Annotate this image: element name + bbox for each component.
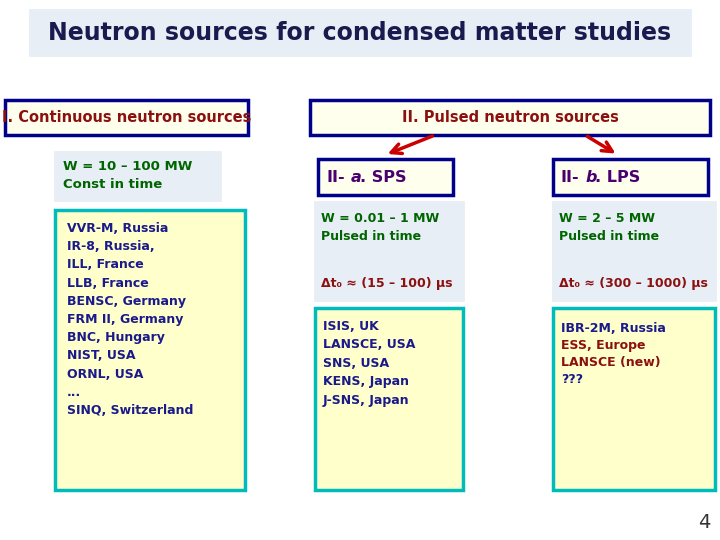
Text: VVR-M, Russia
IR-8, Russia,
ILL, France
LLB, France
BENSC, Germany
FRM II, Germa: VVR-M, Russia IR-8, Russia, ILL, France … (67, 222, 194, 417)
Text: 4: 4 (698, 513, 710, 532)
Text: Pulsed in time: Pulsed in time (559, 230, 659, 243)
Text: I. Continuous neutron sources: I. Continuous neutron sources (2, 111, 251, 125)
Text: IBR-2M, Russia: IBR-2M, Russia (561, 322, 666, 335)
Text: ISIS, UK
LANSCE, USA
SNS, USA
KENS, Japan
J-SNS, Japan: ISIS, UK LANSCE, USA SNS, USA KENS, Japa… (323, 320, 415, 407)
Text: b: b (586, 170, 598, 185)
Bar (315, 202, 463, 300)
Bar (5, 100, 248, 135)
Text: Neutron sources for condensed matter studies: Neutron sources for condensed matter stu… (48, 21, 672, 45)
Bar (315, 308, 463, 490)
Text: II-: II- (326, 170, 345, 185)
Bar (55, 152, 220, 200)
Text: II-: II- (561, 170, 580, 185)
Bar (55, 210, 245, 490)
Text: a: a (351, 170, 361, 185)
Text: Pulsed in time: Pulsed in time (321, 230, 421, 243)
Bar (553, 308, 715, 490)
Text: Δt₀ ≈ (15 – 100) μs: Δt₀ ≈ (15 – 100) μs (321, 277, 452, 290)
Text: . LPS: . LPS (595, 170, 640, 185)
Text: W = 2 – 5 MW: W = 2 – 5 MW (559, 212, 655, 225)
Bar (318, 159, 453, 195)
Text: II. Pulsed neutron sources: II. Pulsed neutron sources (402, 111, 618, 125)
Bar (30, 10, 690, 55)
Bar (553, 159, 708, 195)
Bar (310, 100, 710, 135)
Text: LANSCE (new): LANSCE (new) (561, 356, 661, 369)
Text: . SPS: . SPS (360, 170, 407, 185)
Text: ESS, Europe: ESS, Europe (561, 339, 646, 352)
Text: W = 0.01 – 1 MW: W = 0.01 – 1 MW (321, 212, 439, 225)
Bar (553, 202, 715, 300)
Text: Δt₀ ≈ (300 – 1000) μs: Δt₀ ≈ (300 – 1000) μs (559, 277, 708, 290)
Text: W = 10 – 100 MW
Const in time: W = 10 – 100 MW Const in time (63, 160, 192, 192)
Text: ???: ??? (561, 373, 583, 386)
